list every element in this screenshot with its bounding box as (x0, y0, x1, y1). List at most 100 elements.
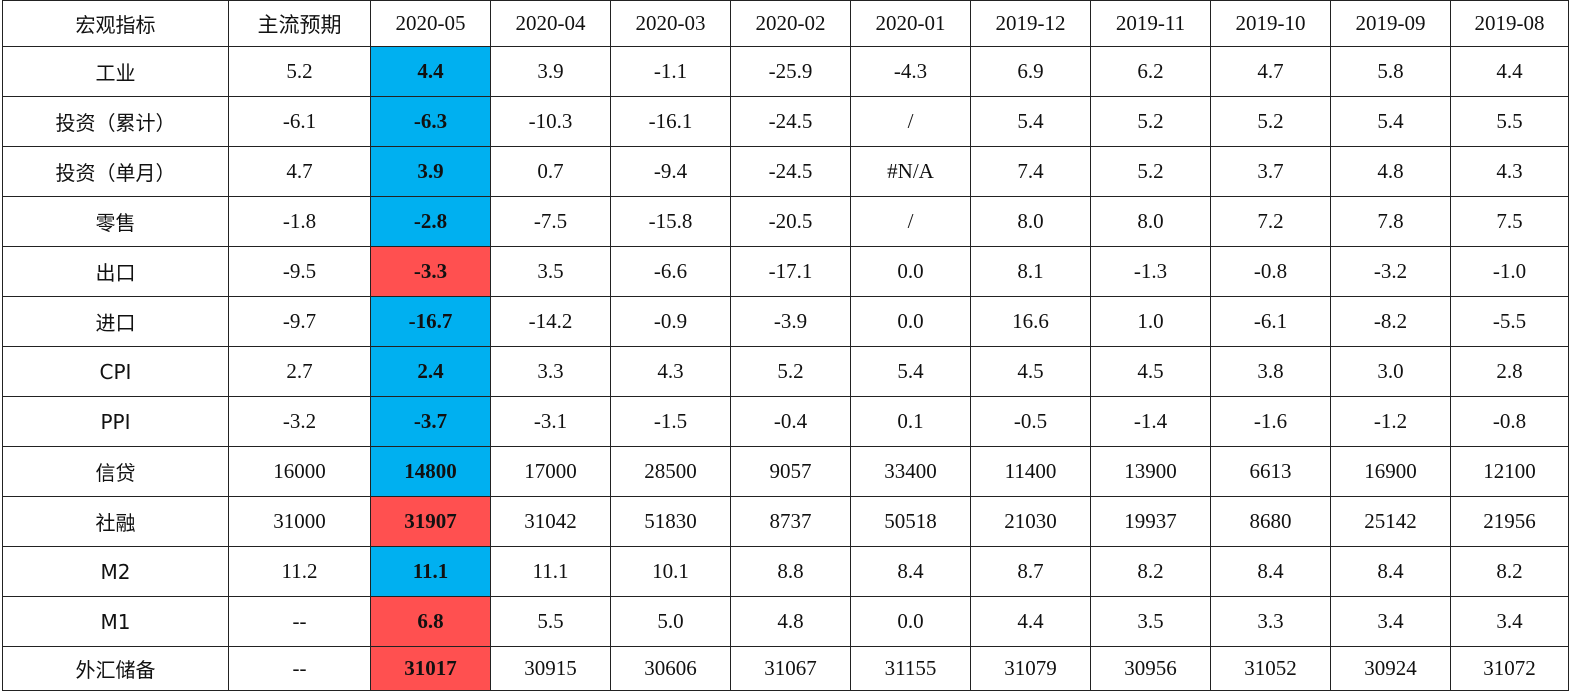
header-period: 2019-11 (1090, 0, 1211, 47)
history-value-cell: -1.5 (610, 396, 731, 447)
history-value-cell: 3.7 (1210, 146, 1331, 197)
history-value-cell: 8.4 (850, 546, 971, 597)
history-value-cell: 8.0 (1090, 196, 1211, 247)
current-value-cell: -3.7 (370, 396, 491, 447)
header-period: 2019-08 (1450, 0, 1569, 47)
history-value-cell: -15.8 (610, 196, 731, 247)
history-value-cell: 1.0 (1090, 296, 1211, 347)
history-value-cell: 30924 (1330, 646, 1451, 691)
expected-cell: 4.7 (228, 146, 371, 197)
history-value-cell: 31052 (1210, 646, 1331, 691)
history-value-cell: -4.3 (850, 46, 971, 97)
history-value-cell: 33400 (850, 446, 971, 497)
header-period: 2020-02 (730, 0, 851, 47)
history-value-cell: 3.0 (1330, 346, 1451, 397)
history-value-cell: 5.2 (1210, 96, 1331, 147)
header-period: 2020-04 (490, 0, 611, 47)
history-value-cell: 30956 (1090, 646, 1211, 691)
table-row: 出口 -9.5 -3.3 3.5 -6.6 -17.1 0.0 8.1 -1.3 -0.8 -3.2… (2, 246, 1569, 297)
history-value-cell: 3.4 (1450, 596, 1569, 647)
history-value-cell: 8.2 (1450, 546, 1569, 597)
history-value-cell: #N/A (850, 146, 971, 197)
current-value-cell: -16.7 (370, 296, 491, 347)
history-value-cell: 31155 (850, 646, 971, 691)
expected-cell: -9.7 (228, 296, 371, 347)
history-value-cell: 7.2 (1210, 196, 1331, 247)
history-value-cell: -17.1 (730, 246, 851, 297)
history-value-cell: -14.2 (490, 296, 611, 347)
indicator-cell: CPI (2, 346, 229, 397)
history-value-cell: 51830 (610, 496, 731, 547)
history-value-cell: -1.1 (610, 46, 731, 97)
current-value-cell: 4.4 (370, 46, 491, 97)
table-row: CPI 2.7 2.4 3.3 4.3 5.2 5.4 4.5 4.5 3.8 3.0 2.8 (2, 346, 1569, 397)
indicator-cell: M1 (2, 596, 229, 647)
history-value-cell: 6.9 (970, 46, 1091, 97)
table-row: M2 11.2 11.1 11.1 10.1 8.8 8.4 8.7 8.2 8.4 8.4 8.2 (2, 546, 1569, 597)
current-value-cell: 31907 (370, 496, 491, 547)
indicator-cell: 信贷 (2, 446, 229, 497)
table-row: 工业 5.2 4.4 3.9 -1.1 -25.9 -4.3 6.9 6.2 4.7 5.8 4.4 (2, 46, 1569, 97)
history-value-cell: 8.8 (730, 546, 851, 597)
history-value-cell: 19937 (1090, 496, 1211, 547)
history-value-cell: 6.2 (1090, 46, 1211, 97)
current-value-cell: -6.3 (370, 96, 491, 147)
history-value-cell: 8.4 (1330, 546, 1451, 597)
history-value-cell: 5.5 (490, 596, 611, 647)
header-period: 2020-05 (370, 0, 491, 47)
expected-cell: -1.8 (228, 196, 371, 247)
table-row: 信贷 16000 14800 17000 28500 9057 33400 11400 1390… (2, 446, 1569, 497)
history-value-cell: 8.4 (1210, 546, 1331, 597)
history-value-cell: -24.5 (730, 146, 851, 197)
current-value-cell: 11.1 (370, 546, 491, 597)
history-value-cell: 5.2 (1090, 96, 1211, 147)
indicator-cell: 投资（单月） (2, 146, 229, 197)
header-row: 宏观指标 主流预期 2020-05 2020-04 2020-03 2020-02 2020… (2, 0, 1569, 47)
history-value-cell: 31079 (970, 646, 1091, 691)
history-value-cell: 4.3 (1450, 146, 1569, 197)
history-value-cell: -1.4 (1090, 396, 1211, 447)
history-value-cell: 4.5 (1090, 346, 1211, 397)
indicator-cell: 投资（累计） (2, 96, 229, 147)
history-value-cell: -1.6 (1210, 396, 1331, 447)
expected-cell: 31000 (228, 496, 371, 547)
history-value-cell: -9.4 (610, 146, 731, 197)
current-value-cell: 6.8 (370, 596, 491, 647)
history-value-cell: 3.5 (1090, 596, 1211, 647)
history-value-cell: 0.0 (850, 246, 971, 297)
history-value-cell: 30915 (490, 646, 611, 691)
history-value-cell: 21956 (1450, 496, 1569, 547)
history-value-cell: -0.8 (1210, 246, 1331, 297)
history-value-cell: 5.2 (730, 346, 851, 397)
indicator-cell: 进口 (2, 296, 229, 347)
history-value-cell: 3.3 (490, 346, 611, 397)
indicator-cell: 外汇储备 (2, 646, 229, 691)
history-value-cell: 5.0 (610, 596, 731, 647)
header-indicator: 宏观指标 (2, 0, 229, 47)
header-period: 2020-01 (850, 0, 971, 47)
history-value-cell: -1.3 (1090, 246, 1211, 297)
table-row: 零售 -1.8 -2.8 -7.5 -15.8 -20.5/8.0 8.0 7.2 7.8 7.5 (2, 196, 1569, 247)
history-value-cell: 8.2 (1090, 546, 1211, 597)
history-value-cell: 4.8 (1330, 146, 1451, 197)
header-period: 2020-03 (610, 0, 731, 47)
history-value-cell: 11400 (970, 446, 1091, 497)
history-value-cell: 31072 (1450, 646, 1569, 691)
history-value-cell: 10.1 (610, 546, 731, 597)
expected-cell: -6.1 (228, 96, 371, 147)
indicator-cell: 出口 (2, 246, 229, 297)
current-value-cell: -3.3 (370, 246, 491, 297)
history-value-cell: 3.8 (1210, 346, 1331, 397)
header-period: 2019-10 (1210, 0, 1331, 47)
history-value-cell: 5.4 (1330, 96, 1451, 147)
history-value-cell: 7.4 (970, 146, 1091, 197)
history-value-cell: 4.4 (970, 596, 1091, 647)
history-value-cell: 4.4 (1450, 46, 1569, 97)
table-row: 社融 31000 31907 31042 51830 8737 50518 21030 1993… (2, 496, 1569, 547)
current-value-cell: -2.8 (370, 196, 491, 247)
history-value-cell: 8.7 (970, 546, 1091, 597)
history-value-cell: 9057 (730, 446, 851, 497)
current-value-cell: 3.9 (370, 146, 491, 197)
history-value-cell: / (850, 96, 971, 147)
history-value-cell: 0.0 (850, 296, 971, 347)
